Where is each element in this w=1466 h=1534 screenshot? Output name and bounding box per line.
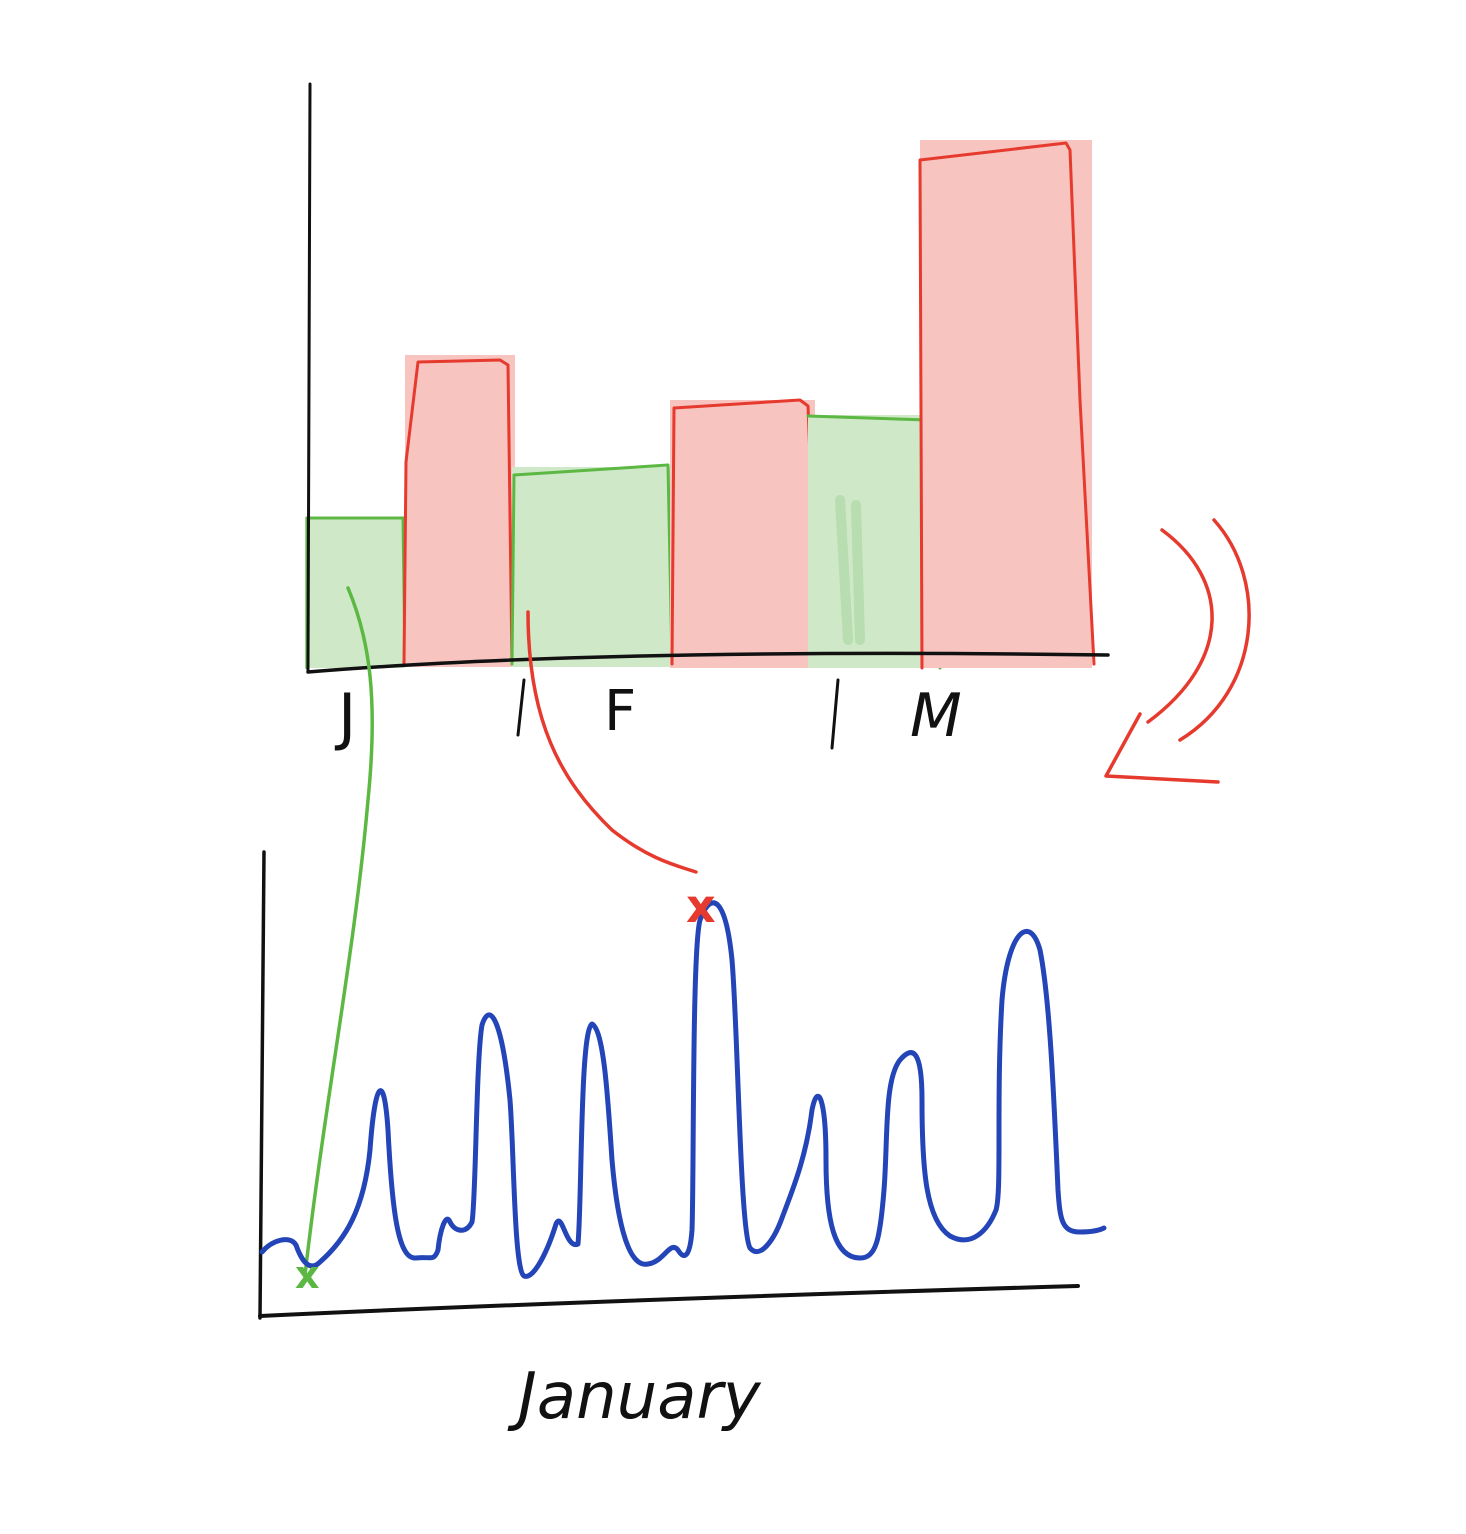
top-y-axis	[306, 82, 312, 672]
red-connector-line	[526, 610, 698, 874]
bar-3-green	[510, 463, 674, 667]
top-bar-chart: J F M	[305, 82, 1110, 753]
month-label-j: J	[334, 680, 356, 753]
bar-6-red	[918, 140, 1096, 670]
bottom-y-axis	[258, 850, 266, 1320]
bottom-line-chart: x x January	[258, 850, 1107, 1434]
month-separator-1	[516, 678, 526, 737]
rotate-arrow-icon	[1104, 518, 1251, 784]
bottom-x-axis	[258, 1284, 1080, 1318]
month-label-m: M	[910, 681, 962, 751]
daily-series-line	[259, 900, 1107, 1279]
month-separator-2	[830, 678, 840, 750]
bar-1-green	[305, 516, 407, 670]
bar-2-red	[402, 355, 515, 667]
green-x-marker: x	[295, 1253, 320, 1297]
bottom-x-axis-label: January	[507, 1360, 762, 1434]
green-connector-line	[303, 586, 374, 1277]
red-x-marker: x	[686, 879, 716, 933]
month-label-f: F	[604, 679, 636, 744]
top-x-axis	[306, 651, 1110, 674]
bar-4-red	[670, 398, 820, 668]
